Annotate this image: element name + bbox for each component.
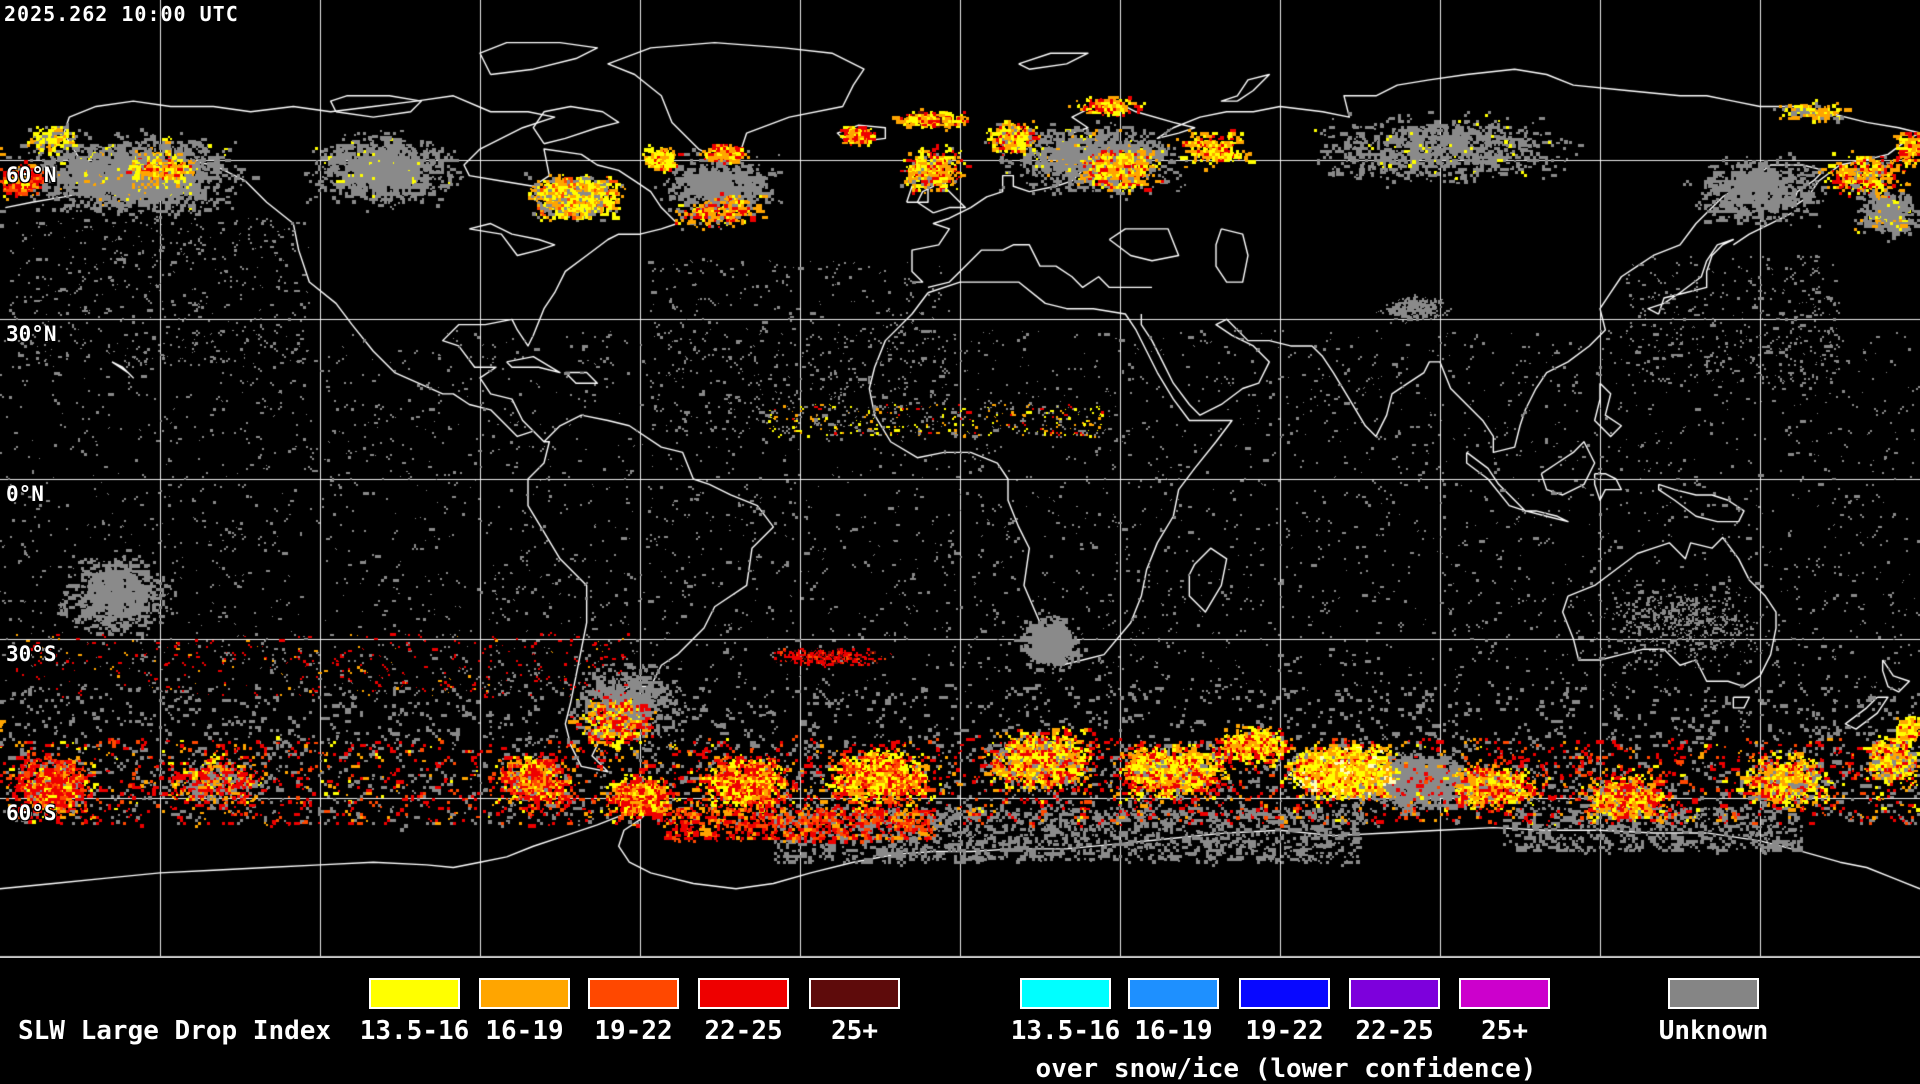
legend-label-unknown: Unknown — [1658, 1016, 1769, 1046]
legend-label-std-1: 16-19 — [485, 1016, 564, 1046]
legend-swatch-unknown — [1668, 978, 1759, 1009]
latitude-label: 30°N — [6, 322, 57, 347]
legend-swatch-ice-4 — [1459, 978, 1550, 1009]
legend-swatch-ice-2 — [1239, 978, 1330, 1009]
legend-swatch-ice-1 — [1128, 978, 1219, 1009]
legend-snow-ice-caption: over snow/ice (lower confidence) — [1035, 1054, 1537, 1084]
latitude-label: 30°S — [6, 641, 57, 666]
legend-swatch-std-3 — [698, 978, 789, 1009]
legend-label-ice-1: 16-19 — [1134, 1016, 1213, 1046]
legend-swatch-std-1 — [479, 978, 570, 1009]
latitude-label: 60°S — [6, 801, 57, 826]
legend-label-std-4: 25+ — [831, 1016, 878, 1046]
legend-swatch-ice-0 — [1020, 978, 1111, 1009]
latitude-label: 0°N — [6, 482, 44, 506]
legend-label-ice-2: 19-22 — [1245, 1016, 1324, 1046]
legend-label-ice-4: 25+ — [1481, 1016, 1528, 1046]
timestamp: 2025.262 10:00 UTC — [4, 2, 239, 26]
legend-label-ice-0: 13.5-16 — [1010, 1016, 1121, 1046]
legend-label-std-0: 13.5-16 — [359, 1016, 470, 1046]
legend-swatch-ice-3 — [1349, 978, 1440, 1009]
legend-swatch-std-4 — [809, 978, 900, 1009]
legend-label-ice-3: 22-25 — [1355, 1016, 1434, 1046]
legend-title: SLW Large Drop Index — [18, 1016, 332, 1046]
world-map-canvas — [0, 0, 1920, 958]
legend-swatch-std-2 — [588, 978, 679, 1009]
legend-label-std-2: 19-22 — [594, 1016, 673, 1046]
latitude-label: 60°N — [6, 162, 57, 187]
legend-label-std-3: 22-25 — [704, 1016, 783, 1046]
legend-swatch-std-0 — [369, 978, 460, 1009]
